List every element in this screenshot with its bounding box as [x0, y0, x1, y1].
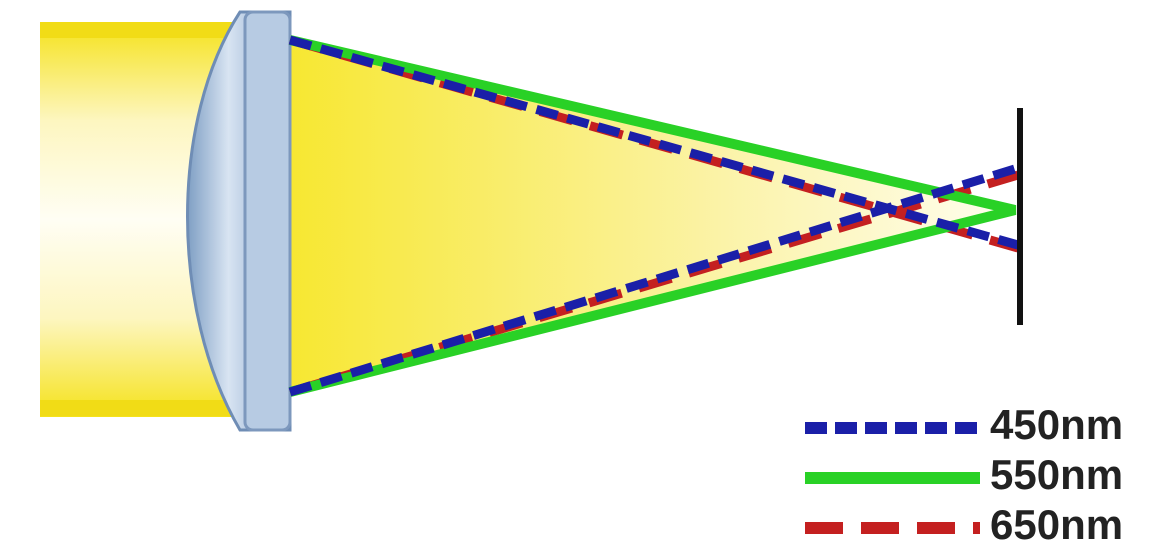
- legend: 450nm 550nm 650nm: [805, 401, 1123, 548]
- legend-label: 650nm: [990, 501, 1123, 548]
- legend-label: 550nm: [990, 451, 1123, 498]
- aberration-diagram: 450nm 550nm 650nm: [0, 0, 1163, 548]
- lens-rim: [245, 12, 290, 430]
- legend-label: 450nm: [990, 401, 1123, 448]
